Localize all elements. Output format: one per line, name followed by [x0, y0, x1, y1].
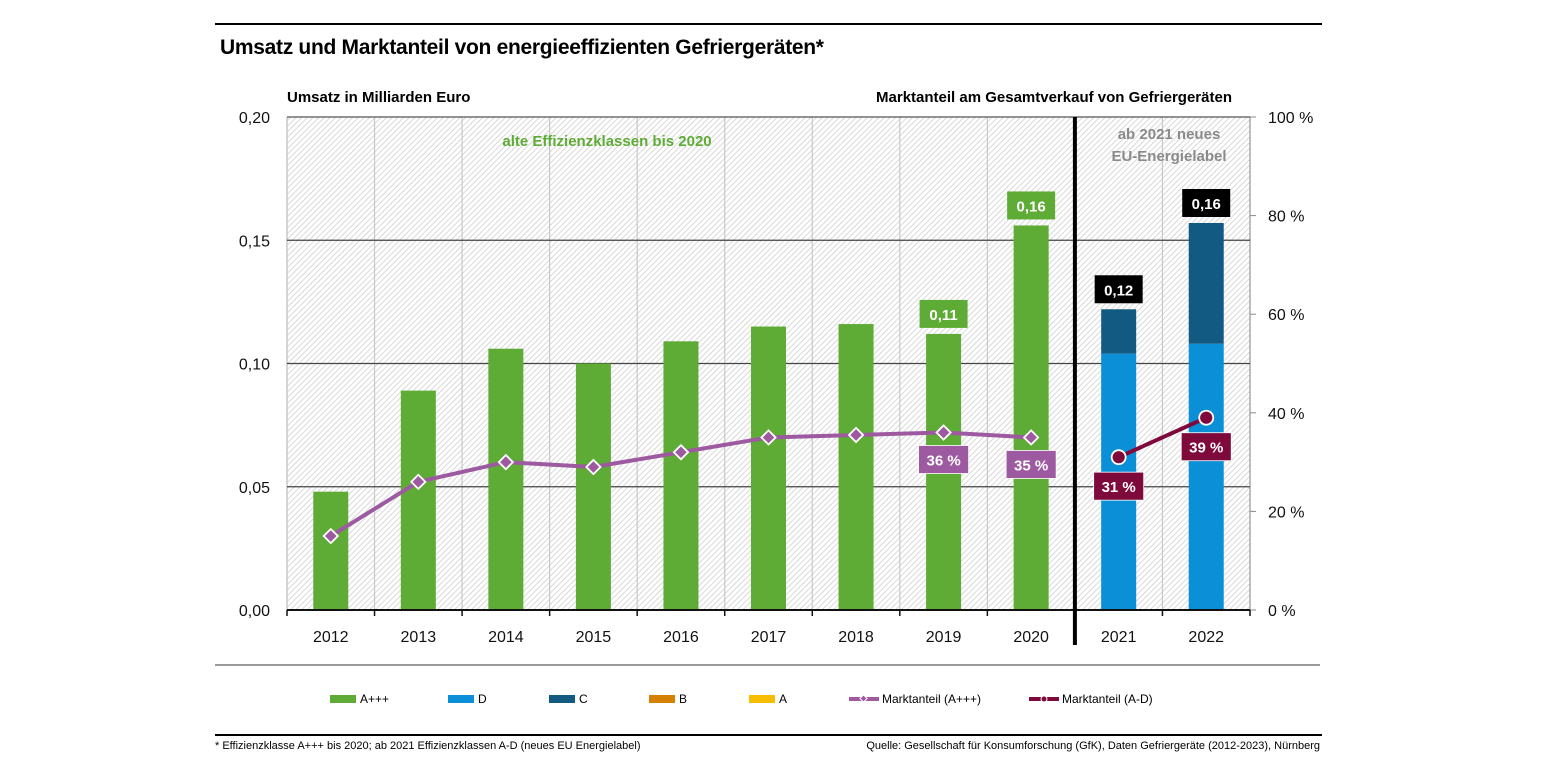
line-point-diamond	[672, 443, 690, 461]
x-tick-label: 2022	[1188, 629, 1224, 646]
x-tick-label: 2018	[838, 629, 874, 646]
y-tick-label: 0,05	[239, 480, 270, 497]
share-label-box	[918, 445, 969, 474]
bar-aplusplusplus-2016	[663, 341, 699, 610]
line-point-circle	[1110, 449, 1127, 466]
line-point-diamond	[497, 453, 515, 471]
legend-swatch-d	[448, 695, 474, 703]
legend: A+++ D C B A Marktanteil (A+++) Marktant…	[330, 692, 1153, 706]
legend-label: D	[478, 692, 487, 706]
legend-item-share-a-plus3: Marktanteil (A+++)	[849, 692, 1029, 706]
total-label-box	[1182, 188, 1231, 217]
total-label-text: 0,12	[1104, 282, 1133, 299]
legend-item-a: A	[749, 692, 849, 706]
bar-aplusplusplus-2014	[488, 348, 524, 610]
bar-aplusplusplus-2018	[838, 324, 874, 610]
legend-item-d: D	[448, 692, 549, 706]
total-label-text: 0,16	[1017, 198, 1046, 215]
y2-tick-label: 40 %	[1268, 406, 1304, 423]
line-point-diamond	[585, 458, 602, 476]
total-label-text: 0,11	[929, 307, 957, 324]
line-point-diamond	[322, 527, 340, 545]
legend-item-b: B	[649, 692, 749, 706]
total-label-box	[919, 299, 968, 328]
y-axis-title: Umsatz in Milliarden Euro	[287, 89, 471, 106]
bar-aplusplusplus-2015	[575, 363, 611, 610]
legend-line-circle-icon	[1029, 695, 1059, 703]
annotation-old-classes: alte Effizienzklassen bis 2020	[502, 133, 711, 150]
legend-swatch-a-plus3	[330, 695, 356, 703]
x-tick-label: 2020	[1013, 629, 1049, 646]
chart-title: Umsatz und Marktanteil von energieeffizi…	[220, 36, 824, 59]
bar-aplusplusplus-2013	[400, 390, 436, 610]
y2-axis-title: Marktanteil am Gesamtverkauf von Gefrier…	[876, 89, 1232, 106]
legend-label: Marktanteil (A-D)	[1062, 692, 1153, 706]
share-label-box	[1093, 471, 1145, 501]
x-tick-label: 2012	[313, 629, 349, 646]
total-label-box	[1094, 275, 1143, 304]
line-marktanteilad	[1117, 415, 1208, 459]
bar-c-2021	[1101, 309, 1137, 354]
y2-tick-label: 0 %	[1268, 603, 1296, 620]
y-tick-label: 0,20	[239, 110, 270, 127]
y-tick-label: 0,10	[239, 357, 270, 374]
legend-item-c: C	[549, 692, 649, 706]
bar-aplusplusplus-2020	[1013, 225, 1049, 610]
legend-label: Marktanteil (A+++)	[882, 692, 982, 706]
legend-label: A	[779, 692, 788, 706]
line-point-diamond	[760, 429, 777, 446]
share-label-text: 31 %	[1102, 479, 1136, 496]
legend-item-a-plus3: A+++	[330, 692, 448, 706]
y2-tick-label: 20 %	[1268, 504, 1304, 521]
line-point-circle	[1198, 409, 1215, 426]
x-tick-label: 2013	[401, 629, 437, 646]
source-note: Quelle: Gesellschaft für Konsumforschung…	[866, 740, 1320, 752]
legend-swatch-a	[749, 695, 775, 703]
share-label-text: 35 %	[1014, 457, 1048, 474]
legend-swatch-b	[649, 695, 675, 703]
plot-area: 0,00 0,05 0,10 0,15 0,20 0 % 20 % 40 % 60 % 80 % 1…	[239, 110, 1314, 646]
bar-aplusplusplus-2012	[313, 491, 349, 610]
x-tick-label: 2016	[663, 629, 699, 646]
bar-d-2022	[1188, 343, 1224, 610]
annotation-new-label-2: EU-Energielabel	[1111, 148, 1226, 165]
y-tick-label: 0,15	[239, 233, 270, 250]
total-label-box	[1007, 191, 1056, 220]
legend-swatch-c	[549, 695, 575, 703]
bar-aplusplusplus-2017	[751, 326, 786, 610]
legend-label: B	[679, 692, 688, 706]
y2-tick-label: 60 %	[1268, 307, 1304, 324]
legend-line-diamond-icon	[849, 694, 879, 703]
legend-label: C	[579, 692, 588, 706]
share-label-text: 39 %	[1189, 440, 1223, 457]
x-tick-label: 2017	[751, 629, 787, 646]
share-label-text: 36 %	[926, 453, 960, 470]
y2-tick-label: 80 %	[1268, 209, 1304, 226]
total-label-text: 0,16	[1192, 196, 1221, 213]
annotation-new-label-1: ab 2021 neues	[1118, 126, 1221, 143]
x-tick-label: 2015	[576, 629, 612, 646]
x-tick-label: 2019	[926, 629, 962, 646]
legend-label: A+++	[360, 692, 390, 706]
y-tick-label: 0,00	[239, 603, 270, 620]
line-point-diamond	[935, 424, 952, 441]
share-label-box	[1005, 450, 1057, 479]
footnote: * Effizienzklasse A+++ bis 2020; ab 2021…	[215, 740, 641, 752]
line-point-diamond	[1022, 429, 1040, 446]
share-label-box	[1180, 432, 1232, 462]
x-tick-label: 2014	[488, 629, 524, 646]
bar-c-2022	[1188, 222, 1224, 344]
y2-tick-label: 100 %	[1268, 110, 1313, 127]
legend-item-share-a-d: Marktanteil (A-D)	[1029, 692, 1153, 706]
x-tick-label: 2021	[1101, 629, 1137, 646]
line-point-diamond	[409, 473, 427, 491]
line-point-diamond	[847, 426, 865, 444]
